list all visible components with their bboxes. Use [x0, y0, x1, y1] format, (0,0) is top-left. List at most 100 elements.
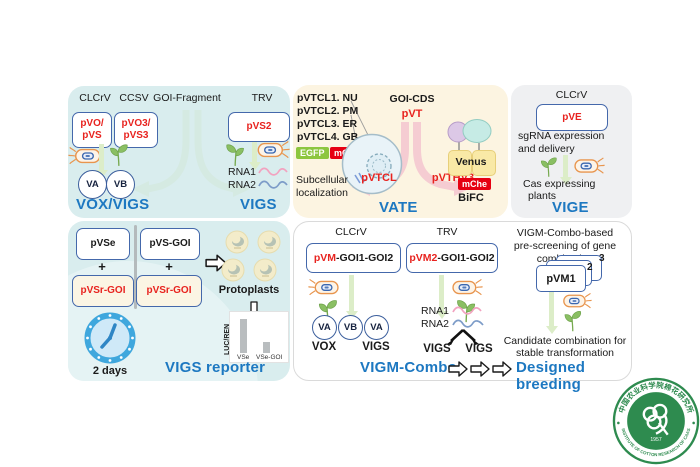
vector-box-pvs-goi: pVS-GOI — [140, 228, 200, 260]
agrobacterium-icon — [257, 140, 290, 159]
sgrna-text-line2: and delivery — [518, 143, 575, 155]
plus-sign: + — [98, 259, 106, 274]
venus-half-box — [448, 150, 472, 176]
goi-fragment-label: GOI-Fragment — [153, 92, 221, 104]
delivery-arrow-icon — [545, 292, 558, 334]
goi-cds-label: GOI-CDS — [389, 93, 435, 105]
vector-label: pVS-GOI — [149, 238, 191, 249]
candidate-text-line2: stable transformation — [515, 347, 615, 359]
vox-label: VOX — [311, 341, 337, 353]
panel-title-vate: VATE — [379, 199, 418, 216]
vector-box-pvo3-pvs3: pVO3/ pVS3 — [114, 112, 158, 148]
leaf-icon — [540, 157, 557, 178]
mcherry-badge: mChe — [458, 178, 492, 191]
pvtcl-label: pVTCL — [361, 172, 397, 184]
institute-seal-logo: 中国农业科学院棉花研究所 INSTITUTE OF COTTON RESEARC… — [612, 377, 700, 465]
cas-text-line2: plants — [528, 190, 557, 202]
virus-label-trv: TRV — [251, 92, 273, 104]
localization-option-4: pVTCL4. GB — [297, 131, 359, 143]
step-arrow-icon — [492, 361, 512, 377]
delivery-arrow-icon — [435, 275, 448, 319]
leaf-icon — [109, 144, 128, 167]
panel-vigm-combo: CLCrV TRV pVM -GOI1-GOI2 pVM2 -GOI1-GOI2 V… — [293, 221, 632, 393]
luc-ren-bar-chart: LUC/REN VSe VSe-GOI — [216, 311, 290, 363]
vigs-label: VIGS — [465, 343, 493, 355]
vector-label-black: -GOI1-GOI2 — [437, 251, 495, 264]
clock-icon — [84, 312, 136, 364]
vigs-label: VIGS — [423, 343, 451, 355]
protoplast-icon — [221, 258, 245, 282]
rna-squiggle-icon — [258, 167, 288, 176]
vector-label-red: pVM — [313, 251, 336, 264]
plus-sign: + — [165, 259, 173, 274]
step-arrow-icon — [470, 361, 490, 377]
vector-box-pvs2: pVS2 — [228, 112, 290, 142]
cas-text-line1: Cas expressing — [523, 178, 596, 190]
step-arrow-icon — [448, 361, 468, 377]
panel-vox-vigs: CLCrV CCSV GOI-Fragment TRV pVO/ pVS pVO… — [68, 86, 290, 218]
subcellular-label-line1: Subcellular — [296, 174, 348, 186]
vector-box-pvse: pVSe — [76, 228, 130, 260]
vector-label: pVS2 — [246, 121, 272, 132]
bifc-label: BiFC — [458, 192, 484, 204]
delivery-arrow-icon — [345, 275, 358, 319]
panel-title-vige: VIGE — [552, 199, 589, 216]
subcellular-label-line2: localization — [296, 187, 348, 199]
cell-icon — [341, 133, 403, 195]
prescreen-text-line2: pre-screening of gene — [513, 240, 617, 252]
rna1-label: RNA1 — [421, 305, 450, 317]
venus-half-box — [472, 150, 496, 176]
chart-bar-vse-goi — [263, 342, 270, 353]
vector-label: pVS3 — [123, 130, 149, 141]
card-number-3: 3 — [599, 253, 605, 264]
genome-circle-va: VA — [364, 315, 389, 340]
panel-vige: CLCrV pVE sgRNA expression and delivery … — [511, 85, 632, 218]
vector-card-pvm1: pVM1 — [536, 265, 586, 292]
vector-label: pVSe — [90, 238, 116, 249]
seal-year: 1957 — [650, 437, 661, 443]
leaf-icon — [564, 310, 582, 332]
vector-label: pVE — [562, 111, 582, 123]
vector-box-pvsr-goi: pVSr-GOI — [72, 275, 134, 307]
vector-label: pVS — [82, 130, 102, 141]
vector-box-pvo-pvs: pVO/ pVS — [72, 112, 112, 148]
seal-monogram-cr — [642, 403, 669, 436]
vector-box-pvsr-goi: pVSr-GOI — [136, 275, 202, 307]
rna2-label: RNA2 — [228, 179, 257, 191]
virus-label-clcrv: CLCrV — [335, 226, 367, 238]
panel-title-vox-vigs: VOX/VIGS — [76, 196, 150, 213]
goi-fragment-fork-arrow-icon — [132, 110, 250, 197]
vector-label-black: -GOI1-GOI2 — [335, 251, 394, 264]
protoplasts-label: Protoplasts — [218, 284, 280, 296]
rna2-label: RNA2 — [421, 318, 450, 330]
vector-box-pve: pVE — [536, 104, 608, 131]
panel-title-vigs: VIGS — [240, 196, 277, 213]
leaf-icon — [226, 144, 245, 167]
agrobacterium-icon — [563, 292, 592, 309]
virus-label-clcrv: CLCrV — [79, 92, 111, 104]
egfp-badge: EGFP — [296, 147, 329, 160]
vigs-label: VIGS — [362, 341, 390, 353]
virus-label-clcrv: CLCrV — [555, 89, 588, 101]
protoplast-icon — [253, 258, 277, 282]
delivery-arrow-icon — [248, 142, 261, 170]
panel-title-vigs-reporter: VIGS reporter — [165, 359, 266, 376]
vector-label: pVO3/ — [121, 118, 151, 129]
protoplast-icon — [257, 230, 281, 254]
virus-label-trv: TRV — [436, 226, 458, 238]
chart-bar-vse — [240, 319, 247, 353]
agrobacterium-icon — [452, 278, 483, 296]
genome-circle-vb: VB — [338, 315, 363, 340]
bifc-fluorophore-clouds-icon — [447, 119, 492, 151]
chart-plot-area: VSe VSe-GOI — [229, 311, 289, 363]
vector-label: pVSr-GOI — [80, 285, 126, 296]
panel-vigs-reporter: pVSe + pVSr-GOI pVS-GOI + pVSr-GOI Proto… — [68, 221, 290, 381]
agrobacterium-icon — [574, 157, 605, 174]
column-divider — [134, 225, 137, 309]
vector-box-pvm-goi1-goi2: pVM -GOI1-GOI2 — [306, 243, 401, 273]
genome-circle-vb: VB — [106, 170, 135, 199]
vector-label: pVSr-GOI — [146, 285, 192, 296]
sgrna-text-line1: sgRNA expression — [518, 130, 605, 142]
chart-x-tick: VSe-GOI — [256, 354, 283, 361]
